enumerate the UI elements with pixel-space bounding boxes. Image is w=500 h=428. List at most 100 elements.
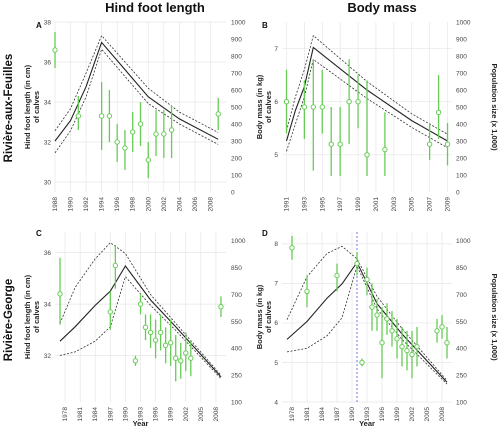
x-tick-label: 1994 <box>99 197 106 212</box>
data-point <box>439 324 445 330</box>
model-line <box>54 41 219 142</box>
data-point <box>107 309 114 315</box>
y2-tick-label: 1000 <box>231 238 246 245</box>
panels: A 30 32 34 36 38 0 100 200 300 400 500 600 700 800 900 1… <box>23 19 499 428</box>
x-tick-label: 1981 <box>77 407 84 422</box>
y2-tick-label: 100 <box>456 399 467 406</box>
y-axis-title: Hind foot length (in cm)of calves <box>23 274 41 359</box>
data-point <box>130 129 136 135</box>
x-tick-label: 1990 <box>68 197 75 212</box>
data-point <box>178 358 184 364</box>
column-title-body-mass: Body mass <box>347 0 416 15</box>
x-tick-label: 1998 <box>130 197 137 212</box>
row-title-riviere-george: Rivière-George <box>3 279 15 361</box>
x-tick-label: 2004 <box>176 197 183 212</box>
ci-upper-line <box>286 34 448 135</box>
data-point <box>283 98 290 105</box>
data-point <box>215 111 221 117</box>
data-point <box>114 139 120 145</box>
x-tick-label: 1995 <box>319 197 326 212</box>
y2-tick-label: 400 <box>231 121 242 128</box>
column-title-hind-foot: Hind foot length <box>105 0 205 15</box>
x-tick-label: 2003 <box>391 197 398 212</box>
model-line <box>285 46 448 142</box>
data-point <box>289 245 295 251</box>
y2-tick-label: 250 <box>231 372 242 379</box>
data-point <box>75 113 82 119</box>
y-tick-label: 38 <box>44 19 52 26</box>
y2-tick-label: 900 <box>456 36 467 43</box>
y-axis-title-line: Hind foot length (in cm) <box>23 64 32 149</box>
data-point <box>304 288 310 295</box>
data-point <box>132 358 139 364</box>
y2-tick-label: 200 <box>456 155 467 162</box>
y2-tick-label: 300 <box>231 138 242 145</box>
x-tick-label: 2000 <box>145 197 152 212</box>
y-tick-label: 8 <box>274 241 278 248</box>
data-point <box>364 276 370 283</box>
y-tick-label: 36 <box>44 250 52 257</box>
data-point <box>379 339 385 346</box>
data-point <box>137 121 144 127</box>
y2-tick-label: 100 <box>456 172 467 179</box>
x-tick-label: 1999 <box>355 197 362 212</box>
y-axis-title: Hind foot length (in cm)of calves <box>23 64 41 149</box>
y2-tick-label: 700 <box>231 292 242 299</box>
data-point <box>98 113 105 119</box>
data-point <box>310 104 317 110</box>
x-tick-label: 2005 <box>424 407 431 422</box>
panel-letter: C <box>36 229 42 238</box>
y2-tick-label: 1000 <box>231 19 246 26</box>
x-tick-label: 1990 <box>122 407 129 422</box>
y2-tick-label: 850 <box>456 265 467 272</box>
data-point <box>188 355 194 361</box>
x-tick-label: 1997 <box>337 197 344 212</box>
data-point <box>147 329 154 336</box>
model-line <box>59 265 222 378</box>
ci-lower-line <box>54 48 219 154</box>
y-axis-title-line: of calves <box>264 91 273 123</box>
ci-lower-line <box>59 275 222 379</box>
y-tick-label: 34 <box>44 301 52 308</box>
data-point <box>122 145 128 151</box>
data-point <box>426 141 433 147</box>
x-tick-label: 1992 <box>83 197 90 212</box>
y2-tick-label: 100 <box>231 172 242 179</box>
x-tick-label: 1993 <box>138 407 145 422</box>
data-point <box>52 47 58 53</box>
y2-tick-label: 100 <box>231 399 242 406</box>
data-point <box>434 328 440 334</box>
data-point <box>106 113 113 119</box>
y2-tick-label: 600 <box>231 87 242 94</box>
x-tick-label: 2005 <box>198 407 205 422</box>
y-axis-title-line: of calves <box>32 301 41 333</box>
x-tick-label: 2007 <box>427 197 434 212</box>
data-point <box>369 304 375 310</box>
y2-tick-label: 1000 <box>456 238 471 245</box>
y-tick-label: 34 <box>44 99 52 106</box>
data-point <box>414 343 420 350</box>
y-tick-label: 5 <box>274 360 278 367</box>
data-point <box>112 262 119 269</box>
x-tick-label: 1991 <box>283 197 290 212</box>
y2-tick-label: 400 <box>456 121 467 128</box>
y2-axis-title: Population size (x 1,000) <box>490 273 499 361</box>
x-tick-label: 1978 <box>289 407 296 422</box>
data-point <box>301 104 308 110</box>
y-axis-title-line: Hind foot length (in cm) <box>23 274 32 359</box>
y2-tick-label: 500 <box>231 104 242 111</box>
x-tick-label: 1993 <box>301 197 308 212</box>
data-point <box>167 340 174 346</box>
data-point <box>337 141 343 147</box>
y2-tick-label: 500 <box>456 104 467 111</box>
x-tick-label: 2009 <box>445 197 452 212</box>
data-point <box>389 328 395 334</box>
data-point <box>168 127 175 133</box>
data-point <box>384 316 390 322</box>
x-axis-title: Year <box>359 419 375 428</box>
y2-tick-label: 550 <box>231 319 242 326</box>
data-point <box>319 104 325 110</box>
x-tick-label: 1978 <box>62 407 69 422</box>
x-tick-label: 1996 <box>153 407 160 422</box>
data-point <box>346 98 352 105</box>
